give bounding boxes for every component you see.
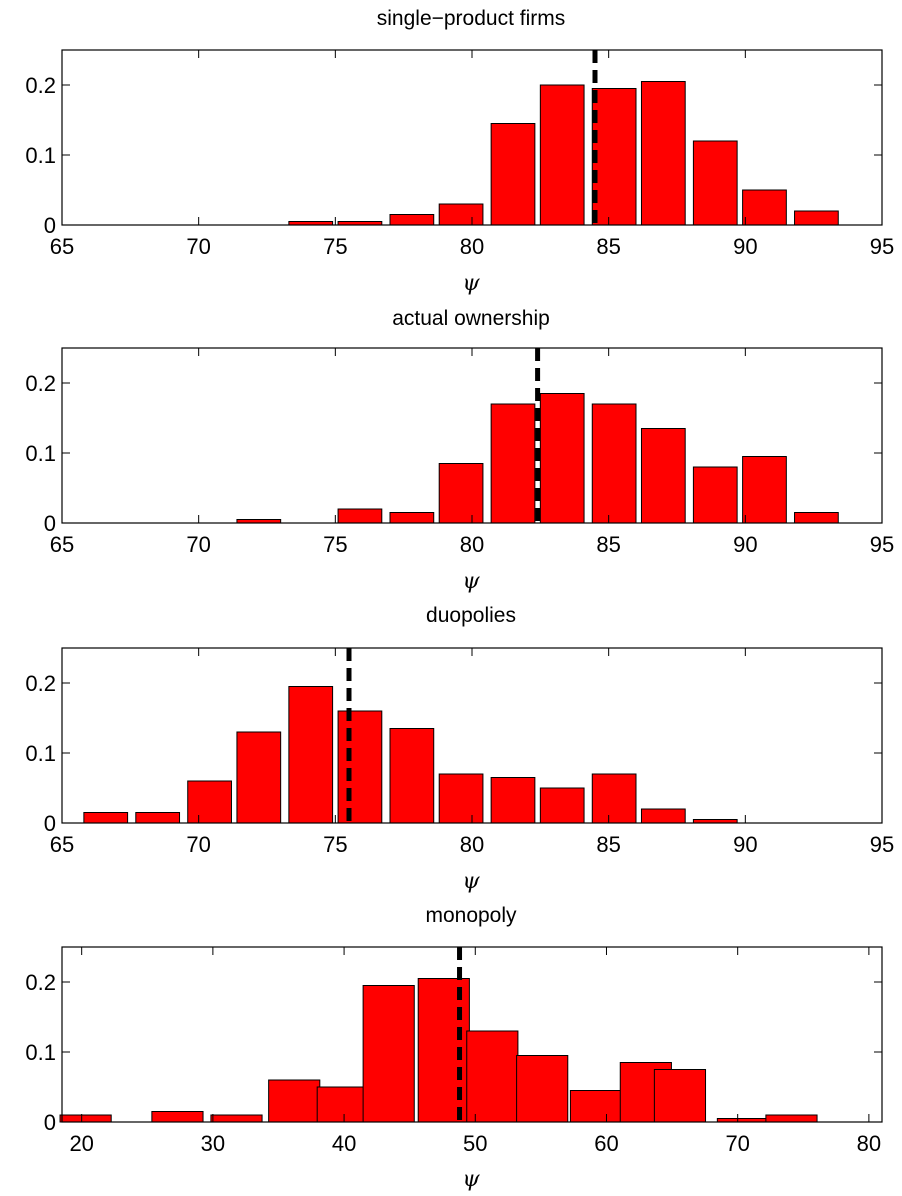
bar — [438, 773, 484, 824]
y-tick-label: 0.1 — [25, 441, 56, 466]
x-tick-label: 50 — [463, 1131, 487, 1156]
x-tick-label: 65 — [50, 832, 74, 857]
bar — [640, 428, 686, 524]
bar — [389, 214, 435, 226]
x-tick-label: 65 — [50, 532, 74, 557]
x-tick-label: 70 — [186, 234, 210, 259]
x-tick-label: 80 — [460, 832, 484, 857]
bar — [640, 808, 686, 824]
bar — [389, 728, 435, 824]
x-tick-label: 70 — [186, 832, 210, 857]
panel-title: duopolies — [426, 604, 516, 627]
bar — [362, 985, 415, 1123]
bar — [490, 123, 536, 226]
bar — [316, 1086, 369, 1123]
bar — [569, 1090, 623, 1123]
x-tick-label: 75 — [323, 832, 347, 857]
x-tick-label: 70 — [725, 1131, 749, 1156]
y-tick-label: 0 — [44, 213, 56, 238]
x-tick-label: 70 — [186, 532, 210, 557]
y-tick-label: 0.2 — [25, 671, 56, 696]
y-tick-label: 0 — [44, 511, 56, 536]
y-tick-label: 0 — [44, 1110, 56, 1135]
bar — [187, 780, 232, 824]
x-tick-label: 75 — [323, 234, 347, 259]
x-tick-label: 95 — [870, 832, 894, 857]
bar — [490, 777, 536, 824]
bar — [539, 787, 585, 824]
y-tick-label: 0.1 — [25, 741, 56, 766]
y-tick-label: 0.1 — [25, 143, 56, 168]
bar — [794, 512, 839, 524]
bar — [210, 1114, 263, 1123]
y-tick-label: 0 — [44, 811, 56, 836]
y-tick-label: 0.2 — [25, 73, 56, 98]
bar — [438, 463, 484, 524]
bar — [337, 710, 383, 824]
bar — [765, 1114, 818, 1123]
x-tick-label: 80 — [460, 234, 484, 259]
bar — [389, 512, 435, 524]
panel-title: monopoly — [425, 904, 517, 927]
bar — [539, 84, 585, 226]
panel-title: actual ownership — [392, 307, 550, 330]
bar — [640, 81, 686, 226]
bar — [288, 686, 334, 824]
bar — [466, 1030, 519, 1123]
x-tick-label: 90 — [733, 832, 757, 857]
panel-duopolies: duopolies ψ 65 70 75 80 85 90 95 0 0.1 0.2 — [25, 604, 894, 894]
x-tick-label: 95 — [870, 532, 894, 557]
bar — [490, 403, 536, 524]
bar — [742, 189, 787, 226]
bar — [742, 456, 787, 524]
bar — [236, 731, 282, 824]
x-tick-label: 60 — [594, 1131, 618, 1156]
bar — [135, 812, 181, 824]
bar — [59, 1114, 112, 1123]
x-axis-label: ψ — [462, 271, 480, 296]
bar — [653, 1069, 707, 1123]
x-tick-label: 95 — [870, 234, 894, 259]
panel-title: single−product firms — [377, 7, 566, 30]
y-tick-label: 0.1 — [25, 1040, 56, 1065]
bar — [516, 1055, 569, 1123]
plot-frame — [61, 946, 883, 1123]
x-tick-label: 80 — [857, 1131, 881, 1156]
x-axis-label: ψ — [462, 1167, 480, 1192]
panel-actual-ownership: actual ownership ψ 65 70 75 80 85 90 95 0 0.1 0.2 — [25, 307, 894, 594]
x-tick-label: 40 — [332, 1131, 356, 1156]
bar — [151, 1111, 204, 1123]
x-tick-label: 20 — [69, 1131, 93, 1156]
x-tick-label: 90 — [733, 532, 757, 557]
y-tick-label: 0.2 — [25, 371, 56, 396]
panel-monopoly: monopoly ψ 20 30 40 50 60 70 80 0 0.1 0.2 — [25, 904, 883, 1192]
bar — [692, 466, 738, 524]
x-tick-label: 80 — [460, 532, 484, 557]
x-tick-label: 30 — [201, 1131, 225, 1156]
x-tick-label: 85 — [596, 234, 620, 259]
x-axis-label: ψ — [462, 569, 480, 594]
bar — [268, 1079, 321, 1123]
x-tick-label: 85 — [596, 532, 620, 557]
x-tick-label: 85 — [596, 832, 620, 857]
bar — [692, 140, 738, 226]
bar — [794, 210, 839, 226]
x-tick-label: 75 — [323, 532, 347, 557]
y-tick-label: 0.2 — [25, 970, 56, 995]
bar — [591, 773, 637, 824]
bar — [83, 812, 129, 824]
panel-single-product-firms: single−product firms ψ 65 70 75 80 85 90 95 0 0.… — [25, 7, 894, 296]
x-tick-label: 90 — [733, 234, 757, 259]
bar — [337, 508, 383, 524]
bar — [591, 403, 637, 524]
x-tick-label: 65 — [50, 234, 74, 259]
bar — [591, 88, 637, 226]
x-axis-label: ψ — [462, 869, 480, 894]
bar — [539, 393, 585, 524]
bar — [438, 203, 484, 226]
